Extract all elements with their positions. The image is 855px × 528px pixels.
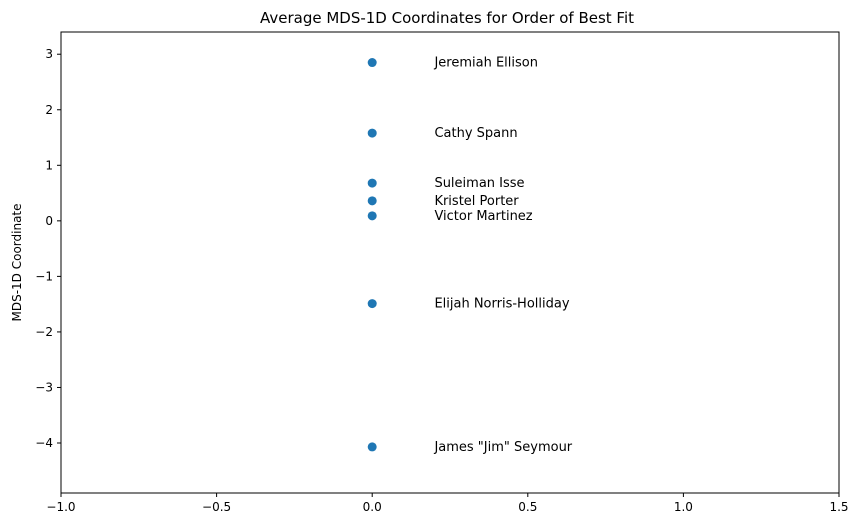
x-tick-label: 1.5 [829, 500, 848, 514]
x-tick-label: 0.5 [518, 500, 537, 514]
x-axis: −1.0 −0.5 0.0 0.5 1.0 1.5 [46, 493, 849, 514]
y-axis: 3 2 1 0 −1 −2 −3 −4 [35, 47, 61, 450]
y-tick-label: 1 [45, 158, 53, 172]
point-label: Jeremiah Ellison [433, 56, 538, 71]
x-tick-label: 0.0 [363, 500, 382, 514]
y-tick-label: −2 [35, 325, 53, 339]
data-point [367, 196, 377, 206]
y-tick-label: 2 [45, 103, 53, 117]
y-axis-label: MDS-1D Coordinate [10, 203, 24, 321]
data-point [367, 442, 377, 452]
point-label: Suleiman Isse [434, 176, 524, 191]
x-tick-label: −0.5 [202, 500, 231, 514]
y-tick-label: −1 [35, 269, 53, 283]
point-label: Elijah Norris-Holliday [434, 297, 569, 312]
point-label: Victor Martinez [434, 209, 532, 224]
y-tick-label: 0 [45, 214, 53, 228]
point-label: James "Jim" Seymour [433, 440, 572, 455]
plot-frame [60, 31, 840, 494]
y-tick-label: −4 [35, 436, 53, 450]
data-point [367, 299, 377, 309]
data-point [367, 58, 377, 68]
x-tick-label: 1.0 [674, 500, 693, 514]
y-tick-label: 3 [45, 47, 53, 61]
y-tick-label: −3 [35, 380, 53, 394]
point-labels: Jeremiah Ellison Cathy Spann Suleiman Isse… [433, 56, 572, 455]
point-label: Kristel Porter [434, 194, 519, 209]
data-point [367, 178, 377, 188]
data-point [367, 211, 377, 221]
x-tick-label: −1.0 [46, 500, 75, 514]
data-point [367, 128, 377, 138]
data-points [367, 58, 377, 452]
point-label: Cathy Spann [434, 126, 517, 141]
chart-title: Average MDS-1D Coordinates for Order of … [260, 9, 634, 27]
